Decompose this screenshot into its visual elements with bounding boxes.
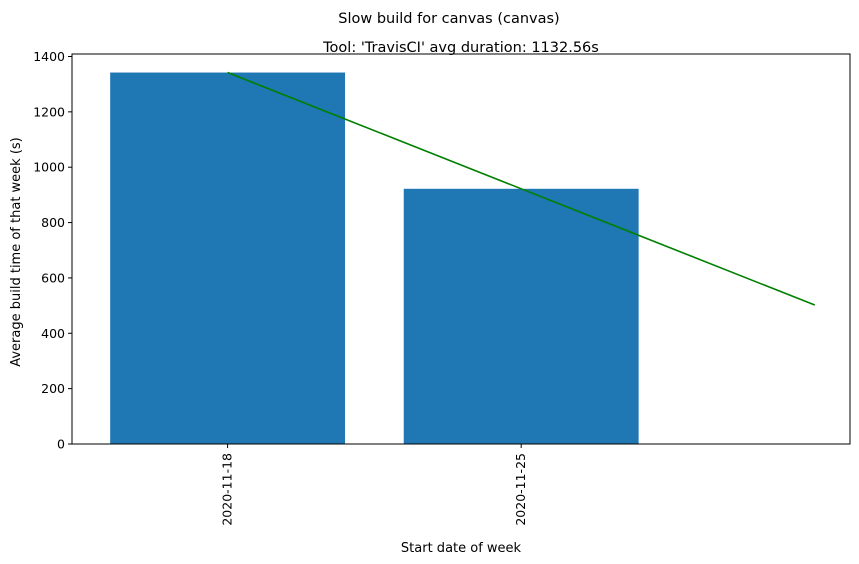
chart-suptitle: Slow build for canvas (canvas) bbox=[338, 11, 559, 27]
y-tick-label-1000: 1000 bbox=[33, 160, 65, 175]
y-tick-label-800: 800 bbox=[41, 215, 65, 230]
trend-line-group bbox=[227, 71, 816, 306]
bar-group bbox=[110, 72, 639, 444]
x-tick-label-2020-11-25: 2020-11-25 bbox=[513, 453, 528, 526]
trend-line bbox=[227, 71, 816, 306]
y-tick-label-1400: 1400 bbox=[33, 49, 65, 64]
bar-2020-11-25 bbox=[403, 188, 639, 444]
y-tick-label-600: 600 bbox=[41, 270, 65, 285]
x-axis: 2020-11-18 2020-11-25 bbox=[220, 444, 528, 526]
y-tick-label-0: 0 bbox=[57, 437, 65, 452]
bar-2020-11-18 bbox=[110, 72, 346, 444]
y-axis: 0 200 400 600 800 1000 1200 1400 bbox=[33, 49, 72, 452]
x-axis-label: Start date of week bbox=[401, 541, 522, 556]
y-tick-label-400: 400 bbox=[41, 326, 65, 341]
y-axis-label: Average build time of that week (s) bbox=[9, 137, 24, 367]
chart-title: Tool: 'TravisCI' avg duration: 1132.56s bbox=[322, 40, 599, 56]
x-tick-label-2020-11-18: 2020-11-18 bbox=[220, 453, 235, 526]
plot-frame bbox=[71, 53, 851, 445]
y-tick-label-1200: 1200 bbox=[33, 104, 65, 119]
y-tick-label-200: 200 bbox=[41, 381, 65, 396]
